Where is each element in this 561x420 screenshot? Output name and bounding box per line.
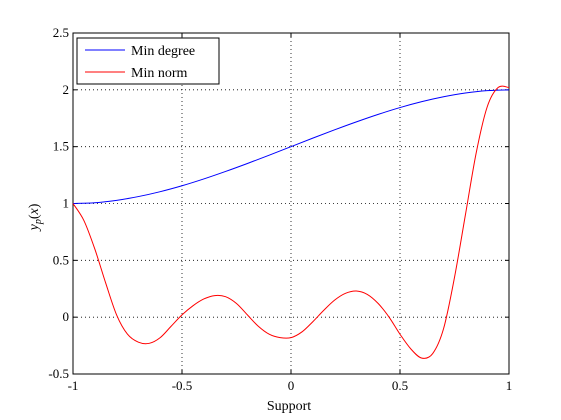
legend: Min degree Min norm [76,37,220,85]
x-tick-label: 1 [506,378,513,393]
legend-label-min-degree: Min degree [131,44,195,59]
legend-label-min-norm: Min norm [131,66,188,81]
x-tick-label: 0 [288,378,295,393]
series-line-min-norm [72,85,510,359]
y-tick-label: 1 [63,196,70,211]
tick-labels: -1 -0.5 0 0.5 1-0.500.511.522.5 [48,25,512,393]
x-tick-label: -0.5 [172,378,193,393]
y-tick-label: -0.5 [48,366,69,381]
y-tick-label: 0.5 [53,252,69,267]
y-axis-label: yp(x) [27,203,44,232]
series-line-min-degree [72,89,510,204]
x-tick-label: 0.5 [392,378,408,393]
x-tick-label: -1 [68,378,79,393]
y-tick-label: 2 [63,82,70,97]
y-tick-label: 1.5 [53,139,69,154]
y-tick-label: 2.5 [53,25,69,40]
y-tick-label: 0 [63,309,70,324]
grid-lines [73,33,509,374]
legend-box [76,37,220,85]
series-layer [72,85,510,359]
x-axis-label: Support [267,399,311,414]
